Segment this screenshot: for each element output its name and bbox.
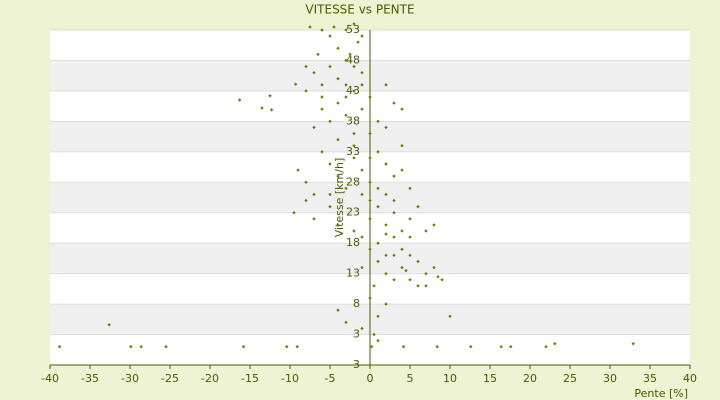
point	[631, 341, 635, 346]
point	[57, 345, 62, 349]
point	[344, 58, 348, 63]
point	[392, 253, 396, 258]
point	[384, 253, 388, 258]
point	[352, 89, 356, 93]
x-tick-label: -40	[41, 372, 59, 385]
point	[107, 323, 111, 327]
x-tick-label: 20	[523, 372, 537, 385]
point	[344, 95, 348, 99]
point	[360, 70, 364, 75]
point	[328, 34, 332, 38]
chart-title: VITESSE vs PENTE	[305, 3, 414, 17]
y-tick-label: 18	[346, 236, 360, 249]
point	[360, 34, 364, 38]
x-tick-label: 40	[683, 372, 697, 385]
x-tick-label: -25	[161, 372, 179, 385]
x-tick-label: -20	[201, 372, 219, 385]
point	[336, 77, 340, 81]
point	[368, 95, 372, 99]
y-tick-label: 23	[346, 206, 360, 219]
x-tick-label: -10	[281, 372, 299, 385]
x-tick-label: 10	[443, 372, 457, 385]
x-tick-label: 5	[407, 372, 414, 385]
y-tick-label: 33	[346, 145, 360, 158]
y-tick-label: 13	[346, 267, 360, 280]
y-tick-label: 8	[353, 297, 360, 310]
y-tick-label: 38	[346, 114, 360, 127]
point	[336, 46, 340, 50]
y-tick-label: 28	[346, 175, 360, 188]
point	[129, 345, 133, 349]
x-tick-label: 35	[643, 372, 657, 385]
point	[316, 52, 320, 57]
y-axis-label: Vitesse [km/h]	[333, 158, 346, 238]
x-tick-label: -30	[121, 372, 139, 385]
x-tick-label: 15	[483, 372, 497, 385]
point	[348, 52, 352, 57]
point	[360, 107, 364, 111]
x-tick-label: 0	[367, 372, 374, 385]
point	[320, 107, 324, 111]
x-tick-label: 25	[563, 372, 577, 385]
point	[356, 40, 360, 44]
x-tick-label: -35	[81, 372, 99, 385]
point	[400, 107, 404, 111]
point	[553, 341, 557, 346]
point	[320, 95, 324, 99]
point	[312, 70, 316, 75]
point	[332, 25, 336, 29]
point	[304, 89, 308, 93]
point	[269, 108, 274, 112]
point	[268, 94, 272, 98]
point	[308, 25, 312, 29]
y-tick-label: 53	[346, 23, 360, 36]
y-tick-label: 48	[346, 53, 360, 66]
x-tick-label: -15	[241, 372, 259, 385]
point	[293, 82, 298, 86]
point	[408, 253, 412, 258]
point	[164, 345, 168, 349]
x-tick-label: -5	[325, 372, 336, 385]
x-tick-label: 30	[603, 372, 617, 385]
point	[139, 345, 143, 349]
y-tick-label: 3	[353, 328, 360, 341]
x-axis-label: Pente [%]	[634, 387, 688, 400]
